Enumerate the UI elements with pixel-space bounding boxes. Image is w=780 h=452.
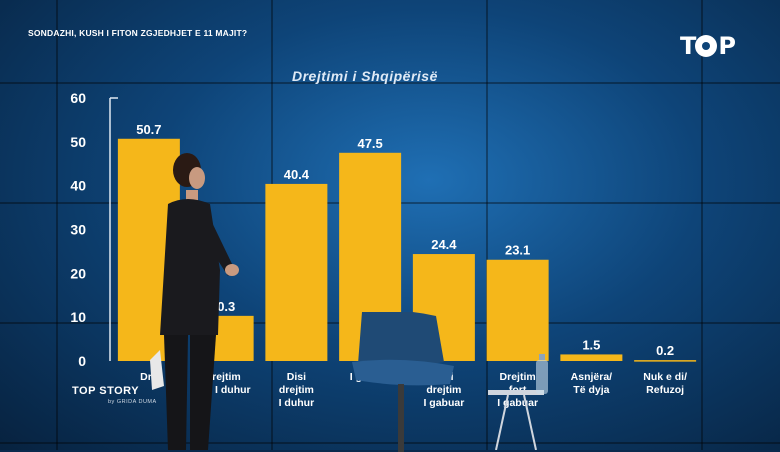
x-category-label-line: I gabuar [423, 397, 464, 409]
x-category-label-line: Nuk e di/ [643, 371, 687, 383]
y-tick-label: 30 [70, 222, 86, 238]
bar [634, 360, 697, 362]
x-category-label-line: drejtim [426, 384, 461, 396]
bar-value-label: 1.5 [582, 337, 600, 352]
studio-chair [352, 312, 454, 452]
x-category-label-line: I duhur [279, 397, 315, 409]
x-category-label-line: Disi [287, 371, 306, 383]
bar-value-label: 23.1 [505, 243, 530, 258]
x-category-label-line: Drejtim [500, 371, 536, 383]
bar [560, 354, 623, 361]
x-category-label-line: Refuzoj [646, 384, 684, 396]
show-logo: TOP STORY [72, 385, 140, 397]
poll-headline: SONDAZHI, KUSH I FITON ZGJEDHJET E 11 MA… [28, 28, 248, 38]
x-category-label: Asnjëra/Të dyja [571, 371, 613, 396]
logo-circle-icon [695, 35, 718, 57]
y-tick-label: 50 [70, 134, 86, 150]
show-logo-subtitle: by GRIDA DUMA [108, 399, 157, 405]
bar [265, 183, 328, 361]
bar [486, 259, 549, 361]
bar-value-label: 50.7 [136, 122, 161, 137]
y-tick-label: 60 [70, 90, 86, 106]
x-category-label: Disi drejtim I duhur [279, 371, 315, 409]
bar-value-label: 0.2 [656, 343, 674, 358]
x-category-label-line: Të dyja [573, 384, 609, 396]
bar-value-label: 24.4 [431, 237, 457, 252]
bar-value-label: 47.5 [357, 136, 382, 151]
x-category-label: Nuk e di/Refuzoj [643, 371, 687, 396]
presenter-figure [150, 153, 239, 450]
x-category-label-line: drejtim [279, 384, 314, 396]
x-category-label-line: Drejtim [205, 371, 241, 383]
side-table [488, 390, 544, 450]
y-tick-label: 0 [78, 353, 86, 369]
bar-value-label: 40.4 [284, 167, 310, 182]
y-tick-label: 20 [70, 265, 86, 281]
x-category-label-line: Asnjëra/ [571, 371, 613, 383]
chart-title: Drejtimi i Shqipërisë [292, 68, 438, 84]
y-tick-label: 40 [70, 178, 86, 194]
y-tick-label: 10 [70, 309, 86, 325]
logo-letter-p: P [718, 32, 736, 60]
water-bottle [536, 354, 548, 394]
logo-letter-t: T [680, 32, 696, 60]
